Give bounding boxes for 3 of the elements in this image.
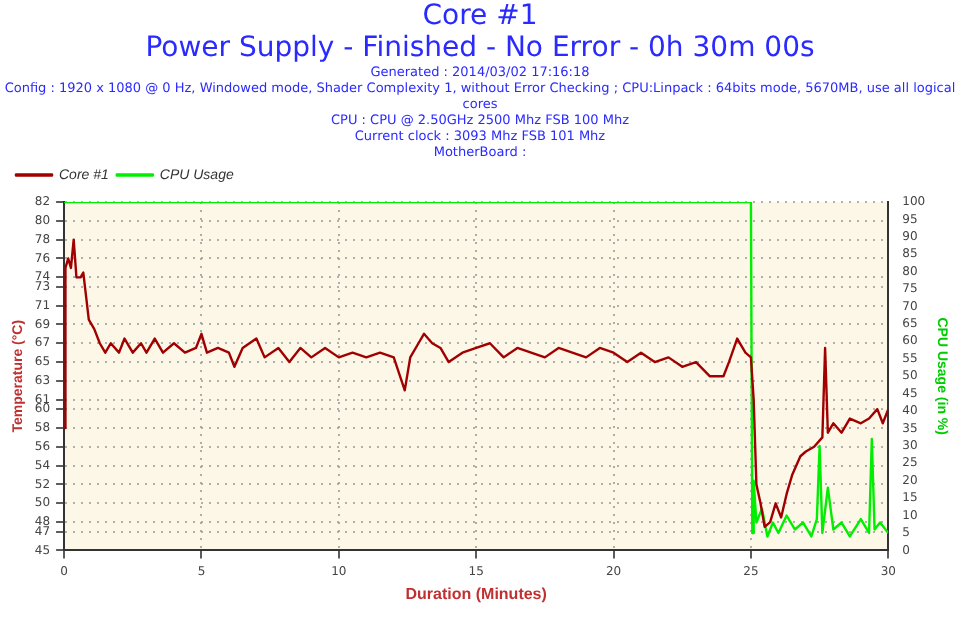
chart-title: Core #1 bbox=[420, 0, 540, 32]
x-axis-title: Duration (Minutes) bbox=[405, 584, 548, 603]
chart-subtitle: Power Supply - Finished - No Error - 0h 30m 00s bbox=[143, 32, 817, 64]
